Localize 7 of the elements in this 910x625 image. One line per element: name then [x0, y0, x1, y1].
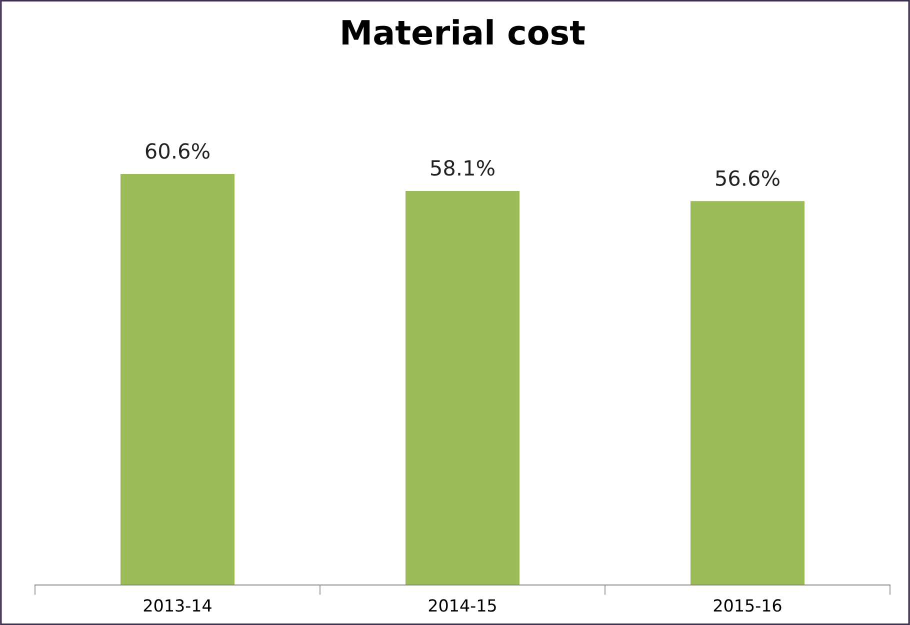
data-label: 60.6% [146, 143, 210, 159]
x-tick-label: 2015-16 [714, 599, 782, 612]
data-label: 58.1% [431, 160, 494, 176]
x-tick-label: 2013-14 [144, 599, 212, 612]
data-label: 56.6% [716, 170, 780, 186]
x-tick-label: 2014-15 [428, 599, 496, 612]
chart-title: Material cost [342, 19, 585, 45]
